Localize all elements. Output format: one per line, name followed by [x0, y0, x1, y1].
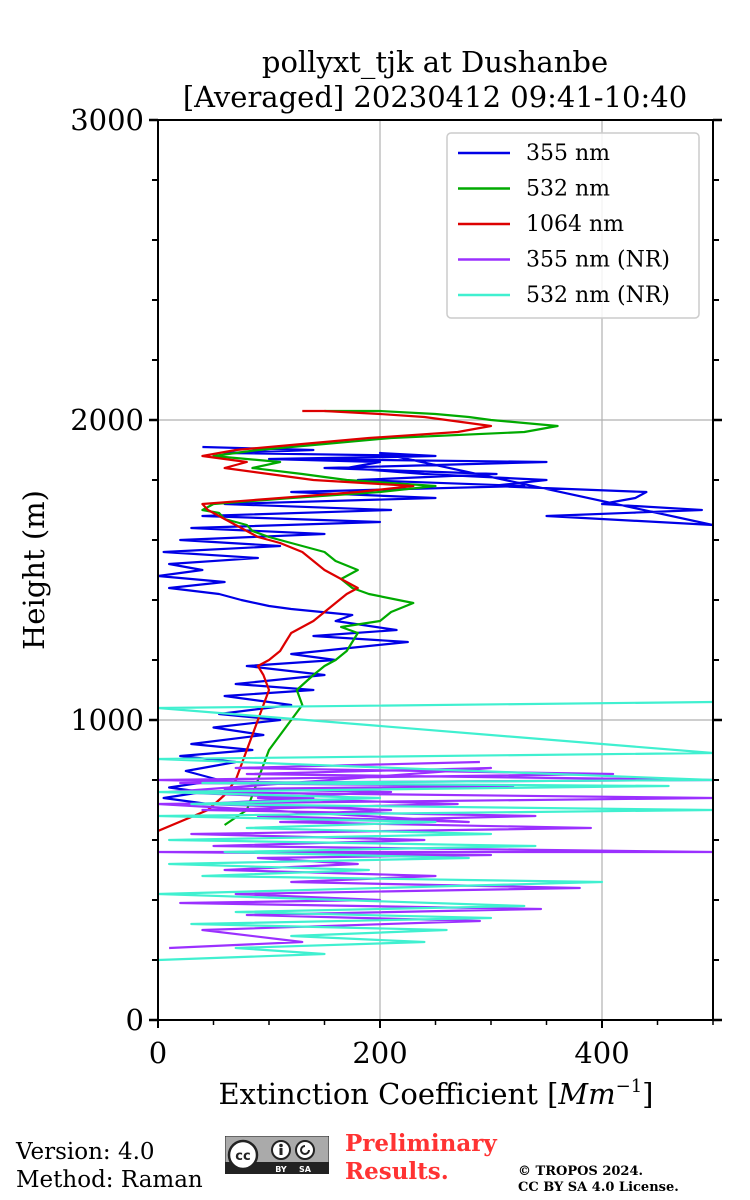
x-axis-label: Extinction Coefficient [Mm−1]: [219, 1076, 654, 1111]
series-line-1: [201, 409, 559, 826]
chart-title: pollyxt_tjk at Dushanbe: [262, 45, 608, 80]
x-tick-label-1: 200: [352, 1036, 407, 1070]
legend-label-0: 355 nm: [526, 141, 610, 166]
legend: 355 nm 532 nm 1064 nm 355 nm (NR) 532 nm (NR…: [446, 132, 700, 319]
legend-box: [446, 132, 700, 319]
copyright-note: © TROPOS 2024. CC BY SA 4.0 License.: [518, 1164, 679, 1196]
method-text: Method: Raman: [16, 1167, 203, 1193]
y-axis-label: Height (m): [17, 490, 51, 650]
svg-text:BY: BY: [275, 1165, 287, 1174]
version-text: Version: 4.0: [16, 1139, 155, 1165]
copyright-line-1: © TROPOS 2024.: [518, 1164, 644, 1179]
legend-label-3: 355 nm (NR): [526, 248, 670, 273]
svg-text:cc: cc: [235, 1149, 250, 1164]
y-tick-label-1: 1000: [70, 703, 144, 737]
preliminary-line-1: Preliminary: [345, 1130, 497, 1157]
x-axis-label-unit: Mm: [557, 1077, 615, 1111]
series-line-0: [158, 445, 713, 806]
x-tick-label-2: 400: [574, 1036, 629, 1070]
x-tick-label-0: 0: [149, 1036, 167, 1070]
axis-ticks: 0 200 400 0 1000 2000 3000: [70, 103, 722, 1070]
x-axis-label-text: Extinction Coefficient [: [219, 1077, 559, 1111]
y-tick-label-0: 0: [126, 1003, 144, 1037]
legend-label-4: 532 nm (NR): [526, 283, 670, 308]
copyright-line-2: CC BY SA 4.0 License.: [518, 1180, 679, 1195]
legend-label-1: 532 nm: [526, 177, 610, 202]
chart-subtitle: [Averaged] 20230412 09:41-10:40: [183, 80, 687, 114]
cc-by-sa-license-icon: cc BY SA: [225, 1136, 329, 1174]
plot-area: [158, 409, 713, 962]
x-axis-label-end: ]: [642, 1077, 653, 1111]
preliminary-results-note: Preliminary Results.: [345, 1130, 497, 1186]
series-line-2: [158, 409, 493, 833]
y-tick-label-2: 2000: [70, 403, 144, 437]
legend-label-2: 1064 nm: [526, 212, 624, 237]
preliminary-line-2: Results.: [345, 1158, 449, 1185]
footer-version-block: Version: 4.0 Method: Raman: [16, 1138, 203, 1194]
x-axis-label-exponent: −1: [616, 1076, 643, 1097]
y-tick-label-3: 3000: [70, 103, 144, 137]
series-line-4: [158, 700, 713, 962]
svg-text:SA: SA: [299, 1165, 312, 1174]
